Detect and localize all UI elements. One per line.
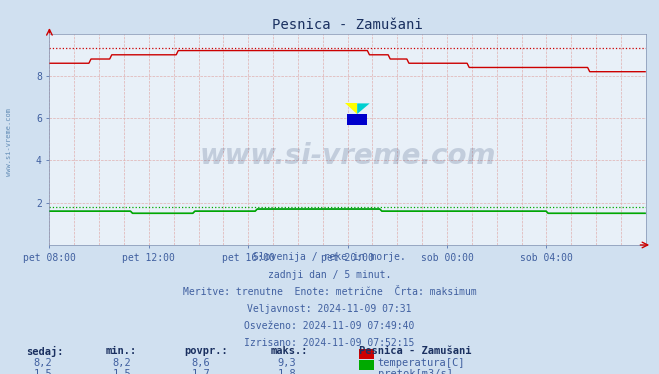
Text: 8,2: 8,2 bbox=[113, 358, 131, 368]
Text: 1,5: 1,5 bbox=[113, 369, 131, 374]
Text: 1,5: 1,5 bbox=[34, 369, 52, 374]
Text: Pesnica - Zamušani: Pesnica - Zamušani bbox=[359, 346, 472, 356]
Text: zadnji dan / 5 minut.: zadnji dan / 5 minut. bbox=[268, 270, 391, 280]
Text: 8,6: 8,6 bbox=[192, 358, 210, 368]
Text: maks.:: maks.: bbox=[270, 346, 308, 356]
Polygon shape bbox=[357, 103, 370, 114]
Polygon shape bbox=[345, 103, 357, 114]
Text: Veljavnost: 2024-11-09 07:31: Veljavnost: 2024-11-09 07:31 bbox=[247, 304, 412, 314]
Text: Osveženo: 2024-11-09 07:49:40: Osveženo: 2024-11-09 07:49:40 bbox=[244, 321, 415, 331]
Text: 9,3: 9,3 bbox=[277, 358, 296, 368]
Text: povpr.:: povpr.: bbox=[185, 346, 228, 356]
Text: www.si-vreme.com: www.si-vreme.com bbox=[5, 108, 12, 176]
Text: pretok[m3/s]: pretok[m3/s] bbox=[378, 369, 453, 374]
Text: min.:: min.: bbox=[105, 346, 136, 356]
Text: Izrisano: 2024-11-09 07:52:15: Izrisano: 2024-11-09 07:52:15 bbox=[244, 338, 415, 349]
Polygon shape bbox=[347, 114, 367, 125]
Text: Slovenija / reke in morje.: Slovenija / reke in morje. bbox=[253, 252, 406, 263]
Title: Pesnica - Zamušani: Pesnica - Zamušani bbox=[272, 18, 423, 33]
Text: 1,8: 1,8 bbox=[277, 369, 296, 374]
Text: 1,7: 1,7 bbox=[192, 369, 210, 374]
Text: sedaj:: sedaj: bbox=[26, 346, 64, 357]
Text: 8,2: 8,2 bbox=[34, 358, 52, 368]
Text: Meritve: trenutne  Enote: metrične  Črta: maksimum: Meritve: trenutne Enote: metrične Črta: … bbox=[183, 287, 476, 297]
Text: www.si-vreme.com: www.si-vreme.com bbox=[200, 142, 496, 170]
Text: temperatura[C]: temperatura[C] bbox=[378, 358, 465, 368]
